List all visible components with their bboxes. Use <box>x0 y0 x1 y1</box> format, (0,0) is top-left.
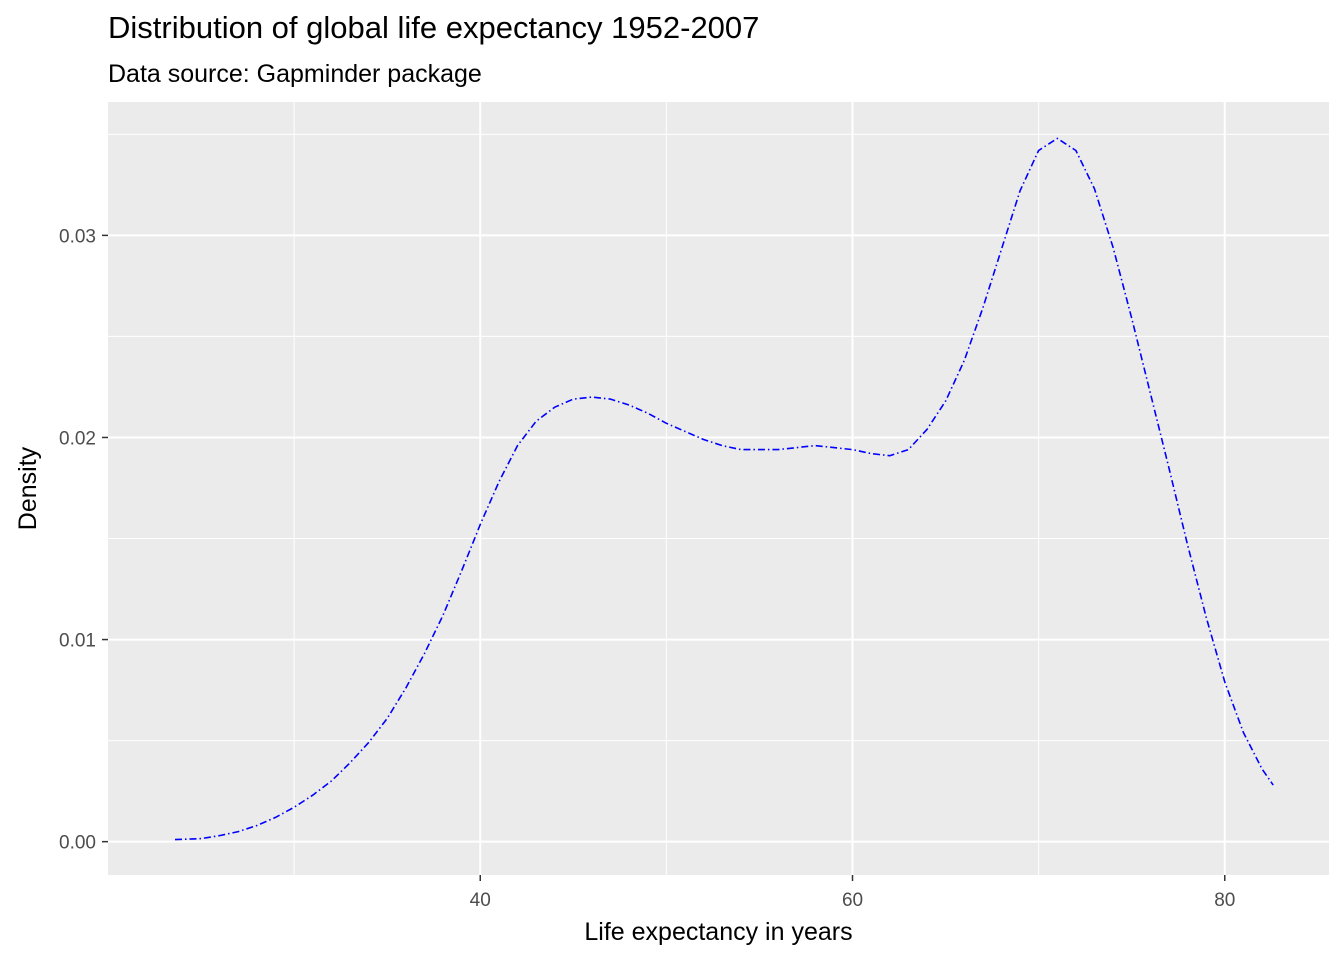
x-tick-label: 60 <box>842 890 863 911</box>
axis-layer: 40 60 80 0.00 0.01 0.02 0.03 <box>59 226 1235 911</box>
y-tick-label: 0.02 <box>59 428 96 449</box>
chart-subtitle: Data source: Gapminder package <box>108 60 482 88</box>
major-gridlines <box>108 102 1329 875</box>
plot-panel <box>108 102 1329 875</box>
y-axis-title: Density <box>14 446 42 530</box>
minor-gridlines <box>108 102 1329 875</box>
density-line <box>174 137 1274 841</box>
y-tick-label: 0.01 <box>59 631 96 652</box>
x-axis-title: Life expectancy in years <box>584 918 852 946</box>
y-tick-label: 0.00 <box>59 833 96 854</box>
chart-title: Distribution of global life expectancy 1… <box>108 10 760 45</box>
x-tick-label: 40 <box>470 890 491 911</box>
y-tick-label: 0.03 <box>59 226 96 247</box>
series-layer <box>174 137 1274 841</box>
x-tick-label: 80 <box>1214 890 1235 911</box>
